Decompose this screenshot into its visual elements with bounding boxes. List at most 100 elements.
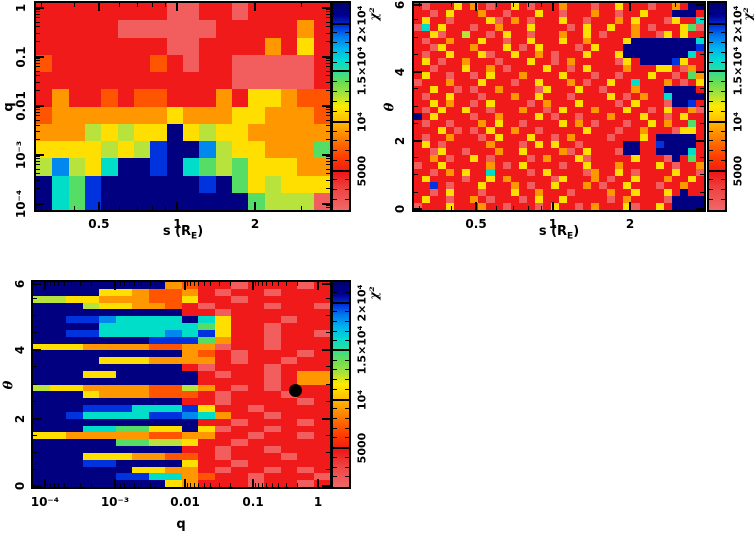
heatmap-cell [478,72,487,79]
minor-tick [345,388,349,390]
heatmap-cell [575,127,584,135]
heatmap-cell [679,203,688,210]
heatmap-cell [297,480,314,487]
heatmap-cell [414,113,423,121]
heatmap-cell [49,350,66,358]
major-tick [113,479,116,487]
heatmap-cell [486,120,495,128]
heatmap-cell [639,147,648,155]
heatmap-cell [264,350,281,358]
minor-tick [326,66,330,68]
heatmap-cell [454,78,463,86]
x-axis-title-text: s (R [538,224,568,239]
heatmap-cell [542,58,551,66]
heatmap-cell [438,196,447,204]
minor-tick [333,427,337,429]
heatmap-cell [85,106,102,124]
heatmap-cell [297,418,314,426]
heatmap-cell [687,182,696,190]
heatmap-cell [542,196,551,204]
minor-tick [58,483,60,487]
heatmap-cell [422,113,431,121]
heatmap-cell [247,329,264,337]
heatmap-cell [280,459,297,467]
heatmap-cell [478,92,487,100]
heatmap-cell [478,23,487,31]
minor-tick [345,110,349,112]
heatmap-cell [462,106,471,114]
minor-tick [297,483,299,487]
heatmap-cell [607,189,616,197]
heatmap-cell [33,316,50,323]
heatmap-cell [247,432,264,440]
heatmap-cell [655,23,664,31]
heatmap-cell [199,89,216,107]
heatmap-cell [281,106,298,124]
heatmap-cell [526,65,535,72]
minor-tick [721,81,725,83]
heatmap-cell [247,384,264,392]
minor-tick [528,3,530,7]
heatmap-cell [165,295,182,303]
major-tick [254,202,257,210]
heatmap-cell [534,51,543,59]
heatmap-cell [687,85,696,93]
minor-tick [541,3,543,7]
heatmap-cell [248,54,265,72]
heatmap-cell [583,3,592,10]
heatmap-cell [647,106,656,114]
heatmap-cell [478,182,487,190]
heatmap-cell [679,106,688,114]
heatmap-cell [148,446,165,453]
heatmap-cell [66,329,83,337]
heatmap-cell [631,78,640,86]
heatmap-cell [526,51,535,59]
minor-tick [414,88,418,90]
heatmap-cell [615,196,624,204]
heatmap-cell [663,51,672,59]
heatmap-cell [655,3,664,10]
heatmap-cell [510,37,519,45]
minor-tick [128,483,130,487]
heatmap-cell [115,446,132,453]
heatmap-cell [510,196,519,204]
minor-tick [326,58,330,60]
heatmap-cell [280,452,297,460]
minor-tick [258,483,260,487]
heatmap-cell [101,175,118,193]
heatmap-cell [599,92,608,100]
minor-tick [333,159,337,161]
minor-tick [333,189,337,191]
heatmap-cell [280,282,297,289]
heatmap-cell [599,127,608,135]
heatmap-cell [558,65,568,72]
heatmap-cell [446,189,455,197]
heatmap-cell [623,141,632,148]
heatmap-cell [647,113,656,121]
minor-tick [345,379,349,381]
heatmap-cell [639,127,648,135]
heatmap-cell [438,72,447,79]
heatmap-cell [575,78,584,86]
heatmap-cell [66,295,83,303]
heatmap-cell [430,175,439,183]
heatmap-cell [82,302,99,310]
heatmap-cell [671,37,680,45]
heatmap-cell [671,154,680,162]
heatmap-cell [591,58,600,66]
heatmap-cell [615,127,624,135]
heatmap-cell [502,37,511,45]
heatmap-cell [132,288,149,296]
x-tick-label: 10⁻⁴ [30,495,60,509]
minor-tick [333,101,337,103]
heatmap-cell [115,398,132,405]
heatmap-cell [639,203,648,210]
heatmap-cell [542,9,551,17]
heatmap-cell [671,16,680,24]
heatmap-cell [82,459,99,467]
heatmap-cell [264,302,281,310]
heatmap-cell [631,58,640,66]
heatmap-cell [567,127,576,135]
minor-tick [326,383,330,385]
heatmap-cell [558,154,568,162]
